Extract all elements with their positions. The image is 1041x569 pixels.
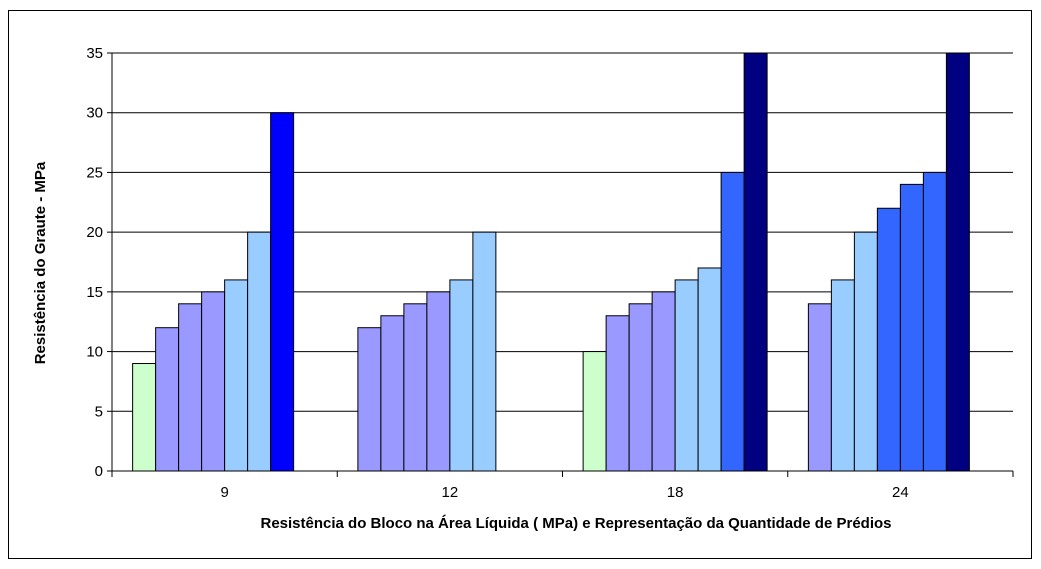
bar <box>807 303 832 472</box>
bar <box>472 231 497 472</box>
bar <box>224 279 249 472</box>
bar <box>155 327 180 472</box>
bar <box>403 303 428 472</box>
bar <box>605 315 630 472</box>
bar <box>201 291 226 472</box>
bar <box>899 183 924 472</box>
y-tick-label: 5 <box>95 403 103 420</box>
y-tick-label: 30 <box>86 105 103 122</box>
bar <box>357 327 382 472</box>
bar-chart: 0 5 10 15 20 25 30 35 9 12 18 24 Resistência do Bl… <box>32 45 1014 532</box>
bar <box>720 171 745 472</box>
bar <box>426 291 451 472</box>
bar <box>449 279 474 472</box>
bar <box>270 112 295 472</box>
x-tick-label: 24 <box>892 484 909 501</box>
y-tick-label: 10 <box>86 344 103 361</box>
bar <box>380 315 405 472</box>
bar <box>876 207 901 472</box>
bar <box>582 351 607 472</box>
x-tick-label: 12 <box>442 484 459 501</box>
bar <box>628 303 653 472</box>
bar <box>743 52 768 472</box>
y-tick-label: 0 <box>95 463 103 480</box>
bar <box>945 52 970 472</box>
x-tick-labels: 9 12 18 24 <box>111 471 1014 501</box>
y-tick-label: 15 <box>86 284 103 301</box>
x-tick-label: 18 <box>667 484 684 501</box>
y-tick-labels: 0 5 10 15 20 25 30 35 <box>86 45 112 480</box>
bars <box>132 52 970 472</box>
bar <box>853 231 878 472</box>
bar <box>697 267 722 472</box>
bar <box>674 279 699 472</box>
x-tick-label: 9 <box>220 484 228 501</box>
x-axis-title: Resistência do Bloco na Área Líquida ( M… <box>261 515 892 532</box>
chart-frame: 0 5 10 15 20 25 30 35 9 12 18 24 Resistência do Bl… <box>8 10 1032 559</box>
bar <box>830 279 855 472</box>
bar <box>247 231 272 472</box>
bar <box>651 291 676 472</box>
bar <box>132 363 157 472</box>
bar <box>922 171 947 472</box>
y-tick-label: 20 <box>86 224 103 241</box>
y-tick-label: 25 <box>86 164 103 181</box>
y-tick-label: 35 <box>86 45 103 62</box>
bar <box>178 303 203 472</box>
y-axis-title: Resistência do Graute - MPa <box>32 161 49 364</box>
